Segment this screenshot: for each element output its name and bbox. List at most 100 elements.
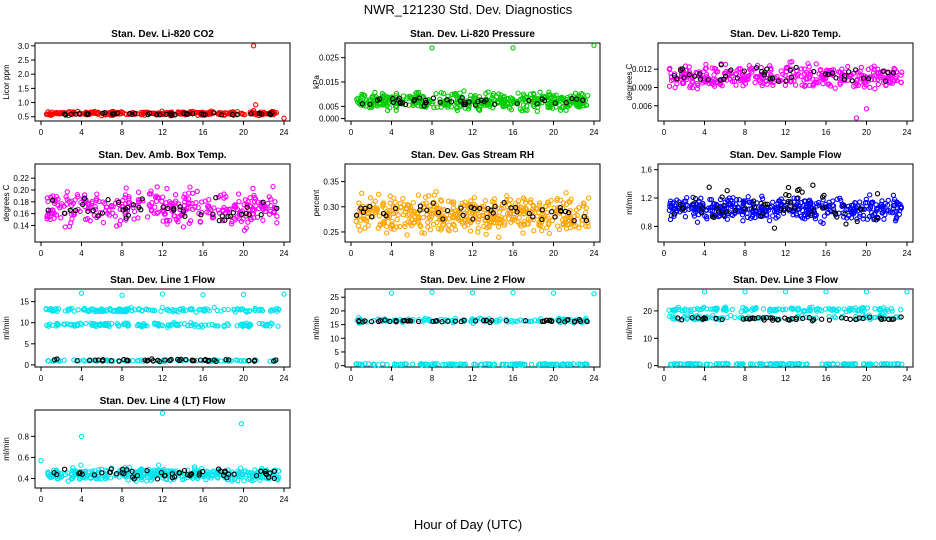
data-point: [106, 358, 112, 364]
x-tick-label: 0: [39, 128, 44, 137]
data-point: [49, 322, 56, 328]
x-tick-label: 0: [39, 249, 44, 258]
data-point: [448, 99, 455, 105]
data-point: [458, 318, 464, 325]
data-point: [433, 318, 439, 324]
data-point: [252, 467, 258, 473]
data-point: [752, 306, 758, 312]
data-point: [699, 204, 706, 210]
data-point: [392, 205, 399, 212]
data-point: [779, 307, 786, 313]
data-point: [542, 203, 549, 209]
data-point: [63, 194, 69, 200]
data-point: [461, 88, 467, 94]
data-point: [135, 199, 142, 205]
data-point: [139, 196, 145, 202]
data-point: [866, 314, 873, 320]
data-point: [539, 227, 545, 234]
data-point: [458, 205, 464, 211]
data-point: [367, 203, 373, 210]
x-tick-label: 8: [120, 128, 125, 137]
data-point: [501, 222, 507, 228]
data-point: [266, 211, 273, 217]
data-point: [241, 321, 247, 327]
data-point: [433, 188, 439, 195]
data-point: [263, 205, 269, 212]
data-point: [572, 318, 578, 324]
data-point: [831, 314, 837, 320]
data-point: [71, 357, 77, 363]
data-point: [842, 211, 848, 217]
data-point: [89, 322, 95, 329]
data-point: [183, 356, 189, 363]
data-point: [874, 206, 880, 213]
data-point: [460, 361, 466, 368]
data-point: [151, 467, 157, 473]
data-point: [890, 192, 897, 198]
data-point: [181, 467, 188, 474]
data-point: [526, 97, 532, 104]
data-point: [799, 189, 805, 195]
data-point: [116, 358, 122, 364]
data-point: [438, 227, 444, 233]
data-point: [898, 314, 904, 320]
data-point: [158, 469, 165, 476]
data-point: [180, 208, 186, 214]
data-point: [785, 199, 791, 205]
data-point: [167, 217, 173, 224]
data-point: [692, 314, 698, 320]
data-point: [215, 475, 221, 481]
x-tick-label: 8: [743, 249, 748, 258]
data-point: [675, 315, 681, 321]
data-point: [259, 320, 265, 327]
data-point: [448, 104, 455, 110]
data-point: [895, 200, 901, 207]
data-point: [71, 322, 78, 328]
data-point: [246, 211, 252, 218]
data-point: [67, 207, 73, 213]
data-point: [402, 209, 408, 215]
data-point: [795, 71, 801, 77]
data-point: [853, 83, 859, 89]
y-tick-label: 1.5: [18, 84, 30, 93]
x-tick-label: 24: [903, 128, 912, 137]
data-point: [572, 101, 579, 107]
data-point: [229, 476, 235, 482]
x-tick-label: 0: [662, 128, 667, 137]
data-point: [260, 206, 266, 213]
data-point: [853, 67, 859, 73]
data-point: [158, 308, 164, 314]
data-point: [865, 76, 872, 82]
data-point: [471, 194, 478, 201]
data-point: [85, 208, 91, 214]
data-point: [112, 200, 119, 206]
data-point: [874, 214, 880, 220]
data-point: [861, 307, 867, 314]
data-point: [162, 357, 168, 363]
data-point: [85, 111, 91, 117]
data-point: [813, 77, 819, 83]
data-point: [881, 361, 888, 367]
data-point: [846, 69, 852, 75]
data-point: [165, 205, 171, 212]
data-point: [512, 318, 518, 324]
data-point: [415, 215, 421, 222]
data-point: [820, 205, 826, 211]
data-point: [49, 210, 55, 216]
data-point: [514, 318, 521, 324]
x-tick-label: 24: [590, 374, 599, 383]
y-tick-label: 1.2: [641, 194, 653, 203]
data-point: [549, 209, 555, 215]
data-point: [860, 304, 866, 311]
data-point: [536, 222, 542, 229]
data-point: [522, 318, 529, 324]
data-point: [185, 111, 191, 117]
data-point: [88, 475, 94, 481]
data-point: [275, 323, 281, 329]
data-point: [568, 196, 574, 202]
data-point: [381, 221, 387, 227]
data-point: [430, 95, 437, 101]
data-point: [885, 69, 891, 76]
outlier-point: [159, 410, 166, 416]
data-point: [744, 210, 750, 216]
